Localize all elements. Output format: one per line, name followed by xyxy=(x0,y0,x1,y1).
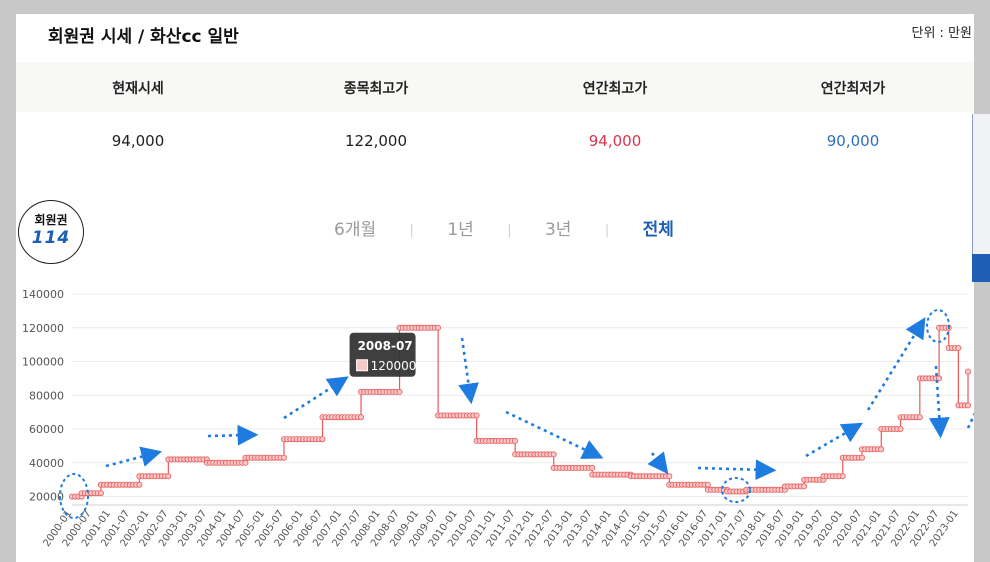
summary-header-year-high: 연간최고가 xyxy=(582,81,648,97)
annotation-arrow xyxy=(105,446,163,468)
tab-3years[interactable]: 3년 xyxy=(544,220,572,240)
data-point xyxy=(955,344,962,351)
period-tabs: 6개월 | 1년 | 3년 | 전체 xyxy=(334,215,674,240)
annotation-arrow xyxy=(866,317,926,411)
data-point xyxy=(965,402,972,409)
data-point xyxy=(897,425,904,432)
data-point xyxy=(589,464,596,471)
tab-separator: | xyxy=(507,222,512,238)
data-point xyxy=(916,414,923,421)
annotation-arrow xyxy=(207,424,259,446)
tab-separator: | xyxy=(409,222,414,238)
data-point xyxy=(165,473,172,480)
y-tick-label: 120000 xyxy=(22,322,64,335)
price-line-chart: 20000 40000 60000 80000 100000 120000 140000 20… xyxy=(22,288,974,549)
tooltip-value: 120000 xyxy=(371,359,417,373)
side-panel-button-fragment xyxy=(972,254,990,282)
y-tick-label: 60000 xyxy=(29,423,64,436)
y-tick-label: 80000 xyxy=(29,389,64,402)
summary-value-year-low: 90,000 xyxy=(826,132,880,150)
summary-header-year-low: 연간최저가 xyxy=(820,81,886,97)
data-point xyxy=(801,483,808,490)
annotation-circle xyxy=(721,477,751,503)
data-point xyxy=(839,473,846,480)
logo-text-number: 114 xyxy=(31,228,71,248)
summary-value-alltime-high: 122,000 xyxy=(344,132,408,150)
data-point xyxy=(242,459,249,466)
y-tick-label: 20000 xyxy=(29,491,64,504)
tab-all[interactable]: 전체 xyxy=(642,220,674,240)
tooltip-date: 2008-07 xyxy=(358,339,413,353)
data-point xyxy=(704,481,711,488)
annotation-arrow xyxy=(928,365,950,439)
data-point xyxy=(666,473,673,480)
data-point xyxy=(859,454,866,461)
data-point xyxy=(965,368,972,375)
membership-114-logo: 회원권 114 xyxy=(18,200,84,264)
tab-6months[interactable]: 6개월 xyxy=(334,220,377,240)
data-point xyxy=(136,481,143,488)
logo-text-top: 회원권 xyxy=(34,213,68,227)
summary-header-alltime-high: 종목최고가 xyxy=(343,81,409,97)
data-point xyxy=(878,446,885,453)
data-point xyxy=(357,414,364,421)
tab-1year[interactable]: 1년 xyxy=(447,220,474,240)
data-point xyxy=(936,375,943,382)
annotation-arrow xyxy=(805,422,863,458)
summary-header-current: 현재시세 xyxy=(112,81,164,97)
data-point xyxy=(473,412,480,419)
data-point xyxy=(280,454,287,461)
y-tick-label: 100000 xyxy=(22,356,64,369)
data-point xyxy=(550,451,557,458)
side-panel-fragment xyxy=(972,114,990,254)
annotation-arrow xyxy=(647,451,669,475)
annotation-circle xyxy=(926,309,950,343)
data-point xyxy=(396,388,403,395)
annotation-arrow xyxy=(697,459,777,481)
annotation-circle xyxy=(59,473,89,519)
y-tick-label: 40000 xyxy=(29,457,64,470)
market-price-panel: 회원권 시세 / 화산cc 일반 단위 : 만원 현재시세 종목최고가 연간최고… xyxy=(16,14,974,562)
unit-label: 단위 : 만원 xyxy=(911,26,973,41)
summary-value-current: 94,000 xyxy=(111,132,165,150)
annotation-arrow xyxy=(283,376,349,420)
summary-header-row: 현재시세 종목최고가 연간최고가 연간최저가 xyxy=(16,62,974,112)
data-point xyxy=(512,437,519,444)
tab-separator: | xyxy=(604,222,610,238)
data-point xyxy=(434,324,441,331)
annotation-arrow xyxy=(458,337,479,405)
annotation-arrow xyxy=(966,412,974,429)
series-line xyxy=(72,327,969,498)
data-point xyxy=(319,436,326,443)
tooltip-swatch xyxy=(356,359,369,372)
page-title: 회원권 시세 / 화산cc 일반 xyxy=(48,27,239,47)
summary-value-year-high: 94,000 xyxy=(588,132,642,150)
y-tick-label: 140000 xyxy=(22,288,64,301)
data-point xyxy=(97,490,104,497)
annotation-arrow xyxy=(505,410,604,459)
